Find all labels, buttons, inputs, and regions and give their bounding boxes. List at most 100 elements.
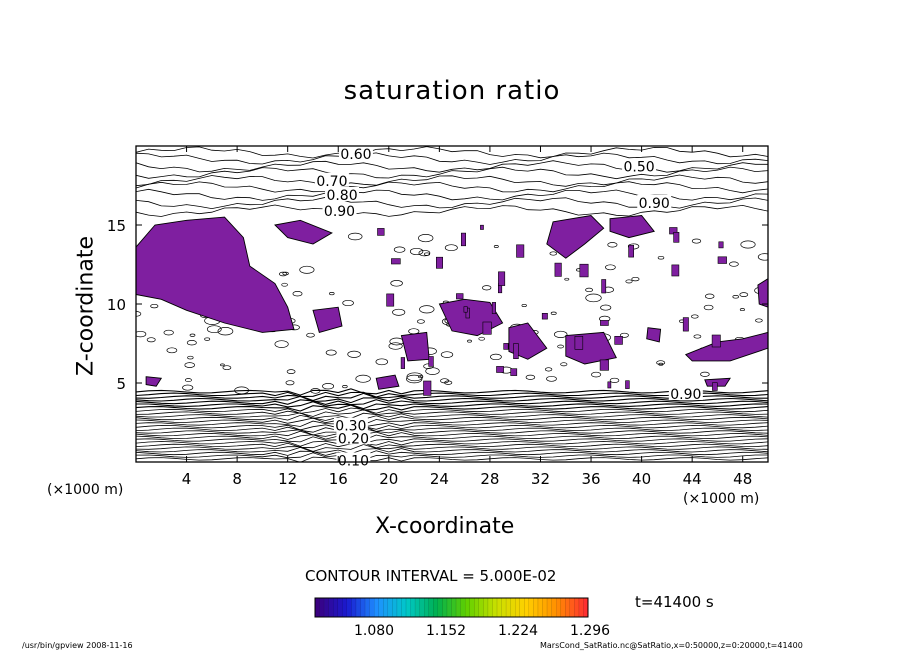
contour-line	[136, 392, 768, 402]
contour-line	[146, 337, 156, 343]
colorbar-segment	[351, 598, 357, 617]
contour-line	[389, 337, 404, 346]
y-tick-label: 5	[116, 375, 126, 393]
x-tick-label: 24	[430, 470, 449, 488]
supersaturated-region	[684, 331, 768, 362]
contour-line	[392, 308, 406, 316]
colorbar-segment	[528, 598, 534, 617]
supersaturated-region	[609, 215, 655, 239]
contour-line	[631, 276, 640, 282]
x-tick-label: 40	[632, 470, 651, 488]
contour-line	[220, 363, 225, 367]
contour-line	[310, 388, 321, 394]
supersaturated-region	[711, 334, 721, 348]
contour-line	[609, 377, 620, 383]
supersaturated-region	[503, 343, 509, 350]
contour-line	[557, 344, 564, 349]
colorbar-frame	[314, 597, 589, 618]
contour-line	[493, 245, 499, 248]
colorbar-segment	[510, 598, 516, 617]
contour-line	[136, 399, 768, 406]
contour-line	[136, 181, 768, 194]
colorbar-segment	[315, 598, 320, 617]
contour-line	[136, 330, 147, 338]
supersaturated-region	[574, 335, 584, 350]
supersaturated-region	[498, 271, 506, 286]
contour-line	[136, 436, 768, 444]
contour-line	[482, 285, 492, 291]
x-tick-label: 16	[329, 470, 348, 488]
y-axis-label: Z-coordinate	[73, 236, 99, 376]
supersaturated-region	[717, 256, 727, 264]
contour-line	[619, 332, 629, 338]
contour-line	[739, 292, 749, 297]
supersaturated-region	[400, 331, 430, 362]
supersaturated-region	[579, 263, 589, 278]
contour-line	[136, 409, 768, 417]
contour-line	[186, 340, 197, 346]
contour-line	[217, 327, 234, 336]
contour-line	[299, 265, 315, 274]
colorbar-tick-label: 1.080	[354, 623, 395, 639]
colorbar-segment	[551, 598, 557, 617]
contour-line	[189, 333, 196, 337]
contour-line	[693, 334, 702, 339]
contour-label: 0.90	[670, 387, 701, 403]
colorbar-segment	[392, 598, 398, 617]
supersaturated-region	[465, 307, 470, 319]
contour-line	[444, 244, 458, 252]
colorbar-segment	[337, 598, 343, 617]
colorbar-segment	[574, 598, 580, 617]
contour-label: 0.90	[639, 196, 670, 212]
contour-line	[329, 292, 335, 296]
contour-line	[585, 287, 594, 293]
contour-line	[585, 293, 602, 303]
colorbar-segment	[465, 598, 470, 617]
supersaturated-region	[554, 262, 562, 277]
contour-label-bg	[338, 145, 373, 160]
supersaturated-region	[400, 357, 406, 369]
colorbar-segment	[383, 598, 389, 617]
colorbar-segment	[533, 598, 539, 617]
colorbar-segment	[365, 598, 370, 617]
colorbar-segment	[506, 598, 511, 617]
contour-line	[605, 264, 616, 271]
colorbar-segment	[324, 598, 329, 617]
supersaturated-region	[712, 382, 718, 391]
supersaturated-region	[646, 327, 662, 343]
contour-line	[166, 347, 178, 354]
contour-line	[625, 279, 633, 284]
supersaturated-region	[480, 224, 484, 230]
contour-line	[136, 423, 768, 431]
supersaturated-region	[513, 343, 519, 360]
colorbar-segment	[401, 598, 407, 617]
contour-line	[136, 452, 768, 461]
time-label: t=41400 s	[635, 593, 714, 611]
contour-line	[355, 374, 371, 383]
supersaturated-region	[423, 380, 432, 396]
contour-label: 0.60	[340, 147, 371, 163]
supersaturated-region	[673, 232, 680, 243]
contour-line	[322, 383, 335, 390]
contour-line	[691, 238, 702, 244]
contour-line	[347, 232, 363, 241]
contour-line	[281, 282, 288, 287]
supersaturated-region	[312, 306, 343, 333]
x-unit-left: (×1000 m)	[47, 482, 124, 498]
contour-line	[550, 311, 557, 315]
contour-line	[342, 385, 348, 389]
colorbar-segment	[537, 598, 543, 617]
x-tick-label: 48	[733, 470, 752, 488]
supersaturated-region	[614, 335, 623, 345]
colorbar-segment	[437, 598, 443, 617]
contour-line	[347, 350, 361, 358]
colorbar-segment	[333, 598, 339, 617]
contour-line	[285, 380, 295, 386]
contour-line	[150, 303, 159, 309]
contour-line	[546, 375, 557, 382]
contour-line	[163, 329, 174, 336]
colorbar-segment	[560, 598, 566, 617]
colorbar-segment	[542, 598, 548, 617]
x-tick-label: 36	[581, 470, 600, 488]
